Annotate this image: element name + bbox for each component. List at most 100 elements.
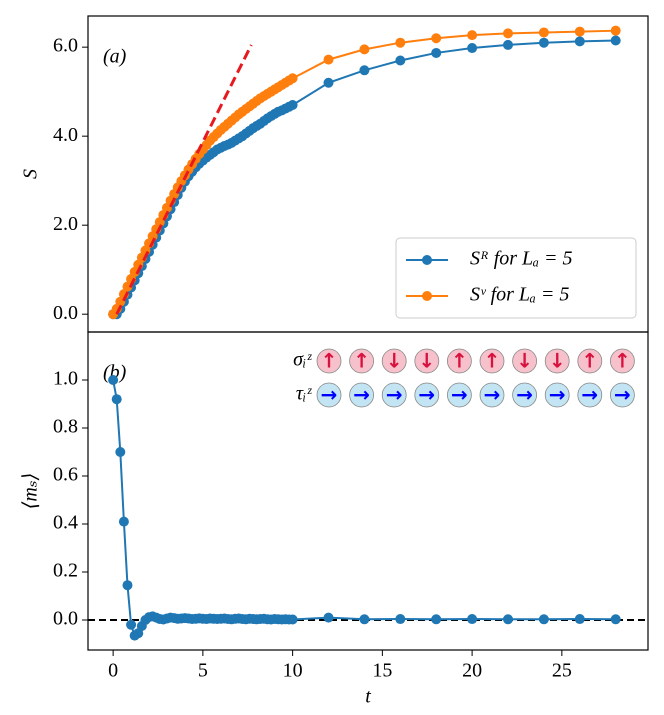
data-point [610,25,621,36]
spin-icon [414,348,440,374]
y-tick-label: 6.0 [53,35,78,57]
data-point [287,614,298,625]
spin-icon [479,382,505,408]
data-point [431,33,442,44]
data-point [610,35,621,46]
spin-icon [381,382,407,408]
y-tick-label: 4.0 [53,124,78,146]
panel-label: (a) [103,46,127,68]
data-point [538,27,549,38]
spin-icon [446,348,472,374]
y-tick-label: 0.8 [53,416,78,438]
spin-arrow: ↓ [549,349,566,373]
data-point [467,43,478,54]
y-tick-label: 2.0 [53,213,78,235]
spin-arrow: ↓ [516,349,533,373]
fit-line [115,44,253,315]
data-point [359,614,370,625]
y-tick-label: 0.2 [53,560,78,582]
spin-icon [479,348,505,374]
data-point [323,54,334,65]
y-tick-label: 0.6 [53,464,78,486]
data-point [359,44,370,55]
spin-arrow: ↑ [321,349,338,373]
x-tick-label: 25 [552,660,572,682]
panel: 0.0 2.0 4.0 6.0 S (a) Sᴿ for Lₐ = 5 Sᵛ for Lₐ =… [20,15,649,333]
data-point [122,580,133,591]
data-point [395,55,406,66]
data-point [610,614,621,625]
spin-arrow: ↑ [614,349,631,373]
data-point [126,619,137,630]
data-point [431,614,442,625]
data-point [574,26,585,37]
spin-arrow: ↑ [581,349,598,373]
spin-icon [577,348,603,374]
data-point [467,30,478,41]
spin-icon [544,348,570,374]
legend-label: Sᵛ for Lₐ = 5 [470,284,569,306]
data-point [538,37,549,48]
spin-icon [544,382,570,408]
data-point [503,614,513,625]
y-tick-label: 0.0 [53,608,78,630]
spin-icon [349,382,375,408]
data-point [467,614,478,625]
spin-icon [610,348,635,374]
spin-arrow: → [386,383,403,407]
x-tick-label: 20 [462,660,482,682]
spin-arrow: → [484,383,501,407]
data-point [503,28,513,39]
spin-icon [414,382,440,408]
legend-box [395,237,637,319]
data-point [111,394,122,405]
legend-marker [422,291,432,301]
spin-arrow: ↓ [418,349,435,373]
series-line [112,379,616,638]
spin-row-label: τᵢᶻ [296,383,312,405]
spin-icon [349,348,375,374]
y-tick-label: 1.0 [53,368,78,390]
data-point [287,73,298,84]
spin-arrow: ↑ [353,349,370,373]
x-tick-label: 15 [372,660,392,682]
spin-icon [446,382,472,408]
data-point [503,39,513,50]
data-point [287,100,298,111]
spin-icon [577,382,603,408]
data-point [122,281,133,292]
data-point [115,447,126,457]
x-tick-label: 5 [198,660,208,682]
plot-frame [87,331,649,651]
data-point [538,614,549,625]
spin-icon [381,348,407,374]
spin-arrow: ↑ [451,349,468,373]
spin-icon [316,348,342,374]
spin-arrow: → [549,383,566,407]
spin-arrow: → [321,383,338,407]
spin-icon [512,382,537,408]
spin-icon [610,382,635,408]
spin-arrow: ↓ [386,349,403,373]
data-point [574,36,585,47]
spin-arrow: → [516,383,533,407]
data-point [395,37,406,48]
spin-arrow: → [451,383,468,407]
data-point [359,65,370,76]
legend-marker [422,255,432,265]
spin-arrow: → [581,383,598,407]
spin-row-label: σᵢᶻ [293,349,312,371]
y-tick-label: 0.0 [53,302,78,324]
data-point [108,375,119,385]
data-point [431,47,442,58]
spin-arrow: → [418,383,435,407]
spin-arrow: → [614,383,631,407]
panel: 0.00.20.40.60.81.00 5 10 15 20 25t⟨mₛ⟩(b)σᵢᶻ ↑… [20,331,649,708]
y-tick-label: 0.4 [53,512,78,534]
x-tick-label: 10 [283,660,303,682]
spin-arrow: ↑ [484,349,501,373]
data-point [395,614,406,625]
y-axis-label: S [20,169,42,179]
data-point [323,612,334,623]
